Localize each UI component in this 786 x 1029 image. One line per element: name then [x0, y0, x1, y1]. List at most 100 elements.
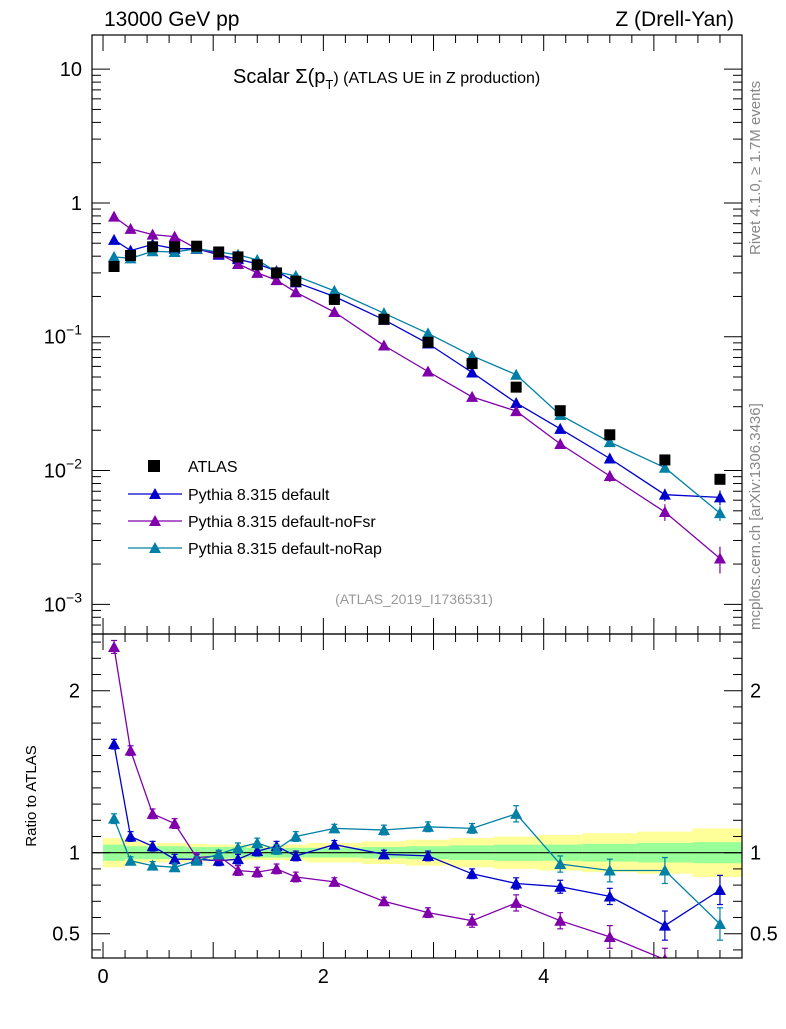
ratio-point-default — [422, 849, 435, 861]
data-point-atlas — [714, 473, 726, 485]
ratio-point-noRap — [554, 858, 567, 870]
ratio-point-noRap — [658, 864, 671, 876]
data-point-noFsr — [603, 470, 616, 482]
y-tick-label: 1 — [71, 193, 82, 215]
ratio-frame — [91, 633, 743, 959]
ratio-point-noFsr — [662, 953, 668, 958]
ratio-y-tick-label-left: 2 — [69, 681, 80, 703]
data-point-default — [510, 396, 523, 408]
legend-label: Pythia 8.315 default-noRap — [188, 541, 382, 558]
data-point-default — [658, 488, 671, 500]
data-point-noRap — [713, 507, 726, 519]
legend-marker-atlas — [148, 460, 160, 472]
header-right: Z (Drell-Yan) — [615, 8, 734, 31]
data-point-atlas — [659, 454, 671, 466]
data-point-noFsr — [466, 390, 479, 402]
data-point-default — [603, 452, 616, 464]
ratio-point-noRap — [466, 822, 479, 834]
ratio-point-noFsr — [554, 914, 567, 926]
ratio-point-noRap — [510, 807, 523, 819]
data-point-default — [466, 366, 479, 378]
ratio-point-default — [108, 738, 121, 750]
ratio-point-noRap — [289, 830, 302, 842]
legend-marker-noRap — [149, 542, 161, 553]
ratio-point-noFsr — [168, 817, 181, 829]
ratio-point-default — [510, 877, 523, 889]
ratio-point-default — [466, 867, 479, 879]
ratio-point-noFsr — [328, 875, 341, 887]
ratio-point-noFsr — [466, 914, 479, 926]
data-point-noFsr — [289, 286, 302, 298]
ratio-y-tick-label-right: 1 — [750, 843, 761, 865]
analysis-id: (ATLAS_2019_I1736531) — [335, 591, 493, 607]
ratio-y-tick-label-right: 2 — [750, 681, 761, 703]
data-point-noRap — [422, 327, 435, 339]
ratio-point-noFsr — [377, 895, 390, 907]
ratio-panel: 0.5 0.5 1 1 2 2 0 2 4 Ratio to ATLAS — [23, 633, 778, 988]
ratio-point-noRap — [168, 861, 181, 873]
legend-label: Pythia 8.315 default — [188, 487, 330, 504]
series-noRap — [108, 242, 726, 521]
header-left: 13000 GeV pp — [104, 8, 239, 31]
y-tick-label: 10−2 — [44, 456, 82, 483]
data-point-noFsr — [713, 552, 726, 564]
ratio-y-tick-label-right: 0.5 — [750, 924, 778, 946]
ratio-point-default — [713, 883, 726, 895]
x-tick-label: 4 — [538, 966, 549, 988]
data-point-atlas — [422, 336, 434, 348]
ratio-point-noFsr — [422, 906, 435, 918]
data-point-noFsr — [510, 405, 523, 417]
rivet-label: Rivet 4.1.0, ≥ 1.7M events — [747, 81, 764, 255]
ratio-point-noRap — [270, 843, 283, 855]
data-point-noRap — [108, 250, 121, 262]
data-point-noFsr — [251, 266, 264, 278]
data-point-atlas — [251, 259, 263, 271]
data-point-default — [554, 422, 567, 434]
ratio-point-default — [168, 853, 181, 865]
data-point-atlas — [147, 241, 159, 253]
chart-title: Scalar Σ(pT) (ATLAS UE in Z production) — [233, 66, 540, 92]
ratio-point-noRap — [190, 854, 203, 866]
ratio-point-default — [554, 880, 567, 892]
data-point-noRap — [603, 436, 616, 448]
y-tick-label: 10−1 — [44, 322, 82, 349]
ratio-point-default — [377, 848, 390, 860]
data-point-noRap — [510, 368, 523, 380]
ratio-point-noRap — [603, 864, 616, 876]
ratio-point-default — [658, 919, 671, 931]
ratio-point-noRap — [713, 917, 726, 929]
ratio-line-noFsr — [113, 646, 663, 958]
data-point-default — [713, 491, 726, 503]
ratio-point-noRap — [377, 824, 390, 836]
ratio-point-default — [251, 845, 264, 857]
ratio-point-noRap — [231, 841, 244, 853]
data-point-atlas — [510, 381, 522, 393]
main-panel: 10 1 10−1 10−2 10−3 Scalar Σ(pT) (ATLAS UE in… — [44, 34, 743, 635]
series-noFsr — [108, 210, 726, 574]
ratio-point-default — [328, 838, 341, 850]
ratio-point-noRap — [328, 822, 341, 834]
ratio-point-noRap — [422, 820, 435, 832]
data-point-atlas — [232, 251, 244, 263]
data-point-atlas — [213, 246, 225, 258]
legend: ATLAS Pythia 8.315 default Pythia 8.315 de… — [128, 459, 382, 558]
ratio-y-tick-label-left: 1 — [69, 843, 80, 865]
data-point-noFsr — [377, 339, 390, 351]
ratio-point-noFsr — [146, 807, 159, 819]
data-point-noFsr — [658, 505, 671, 517]
ratio-point-noFsr — [251, 866, 264, 878]
data-point-atlas — [328, 293, 340, 305]
ratio-y-axis-label: Ratio to ATLAS — [23, 745, 40, 846]
ratio-point-default — [603, 890, 616, 902]
data-point-atlas — [108, 260, 120, 272]
data-point-atlas — [604, 429, 616, 441]
data-point-atlas — [191, 240, 203, 252]
series-line-noFsr — [113, 216, 721, 559]
ratio-point-noRap — [251, 836, 264, 848]
ratio-point-noFsr — [714, 965, 726, 976]
ratio-point-default — [289, 849, 302, 861]
y-tick-label: 10 — [60, 59, 82, 81]
ratio-point-noFsr — [108, 640, 121, 652]
ratio-point-noRap — [124, 854, 137, 866]
